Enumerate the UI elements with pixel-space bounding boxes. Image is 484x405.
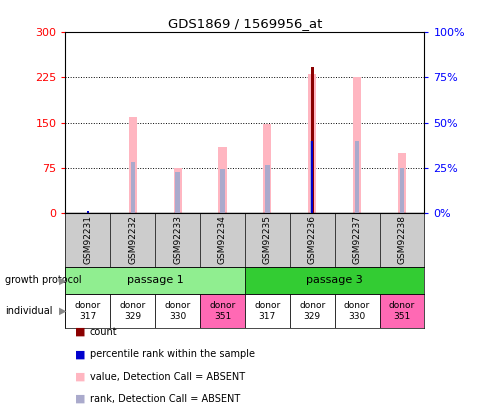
Bar <box>289 294 334 328</box>
Bar <box>65 294 110 328</box>
Text: donor
351: donor 351 <box>209 301 235 320</box>
Text: donor
329: donor 329 <box>299 301 325 320</box>
Text: percentile rank within the sample: percentile rank within the sample <box>90 350 254 359</box>
Text: rank, Detection Call = ABSENT: rank, Detection Call = ABSENT <box>90 394 240 404</box>
Bar <box>87 211 89 213</box>
Text: GSM92233: GSM92233 <box>173 215 182 264</box>
Text: donor
317: donor 317 <box>75 301 101 320</box>
Text: ■: ■ <box>75 350 86 359</box>
Text: GSM92236: GSM92236 <box>307 215 316 264</box>
Bar <box>310 67 313 213</box>
Bar <box>352 77 361 213</box>
Text: GSM92238: GSM92238 <box>396 215 406 264</box>
Text: donor
330: donor 330 <box>343 301 369 320</box>
Text: individual: individual <box>5 306 52 316</box>
Bar <box>110 294 155 328</box>
Text: GSM92234: GSM92234 <box>217 215 227 264</box>
Bar <box>310 141 313 213</box>
Bar <box>128 117 136 213</box>
Text: passage 3: passage 3 <box>305 275 363 286</box>
Text: ■: ■ <box>75 327 86 337</box>
Text: GSM92231: GSM92231 <box>83 215 92 264</box>
Text: GSM92237: GSM92237 <box>352 215 361 264</box>
Text: ■: ■ <box>75 394 86 404</box>
Bar <box>130 162 135 213</box>
Text: donor
351: donor 351 <box>388 301 414 320</box>
Text: donor
330: donor 330 <box>164 301 190 320</box>
Text: value, Detection Call = ABSENT: value, Detection Call = ABSENT <box>90 372 244 382</box>
Text: growth protocol: growth protocol <box>5 275 81 286</box>
Bar <box>397 153 405 213</box>
Bar <box>334 294 378 328</box>
Text: GSM92232: GSM92232 <box>128 215 137 264</box>
Text: donor
317: donor 317 <box>254 301 280 320</box>
Bar <box>263 124 271 213</box>
Bar <box>244 294 289 328</box>
Bar <box>220 169 224 213</box>
Title: GDS1869 / 1569956_at: GDS1869 / 1569956_at <box>167 17 321 30</box>
Bar <box>244 267 424 294</box>
Text: ■: ■ <box>75 372 86 382</box>
Text: count: count <box>90 327 117 337</box>
Bar <box>399 168 403 213</box>
Text: donor
329: donor 329 <box>120 301 146 320</box>
Bar <box>175 172 180 213</box>
Bar <box>155 294 200 328</box>
Bar <box>265 164 269 213</box>
Text: ▶: ▶ <box>59 306 66 316</box>
Bar <box>378 294 424 328</box>
Bar <box>309 141 314 213</box>
Text: ▶: ▶ <box>59 275 66 286</box>
Bar <box>200 294 244 328</box>
Bar <box>65 267 244 294</box>
Bar <box>307 75 316 213</box>
Bar <box>354 141 359 213</box>
Text: passage 1: passage 1 <box>126 275 183 286</box>
Text: GSM92235: GSM92235 <box>262 215 272 264</box>
Bar <box>218 147 226 213</box>
Bar <box>173 168 182 213</box>
